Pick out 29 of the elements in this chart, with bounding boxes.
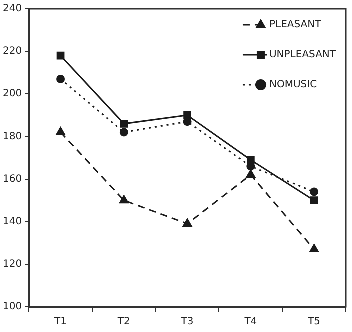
point [56,127,66,136]
y-tick-label: 120 [2,259,22,270]
point [310,188,319,196]
x-tick-label: T2 [116,316,130,328]
y-tick-label: 160 [2,174,22,185]
y-tick-label: 180 [2,131,22,142]
point [182,218,192,227]
legend-label: PLEASANT [269,20,322,31]
point [246,170,256,178]
point [120,195,129,204]
y-tick-label: 200 [2,88,22,100]
point [310,244,319,253]
x-tick-label: T5 [307,316,321,328]
x-tick-label: T1 [54,316,68,328]
y-tick-label: 100 [2,302,22,313]
y-tick-label: 140 [2,216,22,228]
point [56,74,66,84]
y-tick-label: 240 [2,4,22,15]
point [310,196,318,205]
x-tick-label: T3 [180,316,194,328]
point [120,128,128,137]
point [120,120,128,128]
y-tick-label: 220 [2,46,22,58]
point [246,156,255,164]
legend-label: NOMUSIC [269,80,318,91]
x-tick-label: T4 [244,316,258,328]
point [56,52,65,60]
legend-label: UNPLEASANT [269,50,337,61]
point [184,111,192,120]
